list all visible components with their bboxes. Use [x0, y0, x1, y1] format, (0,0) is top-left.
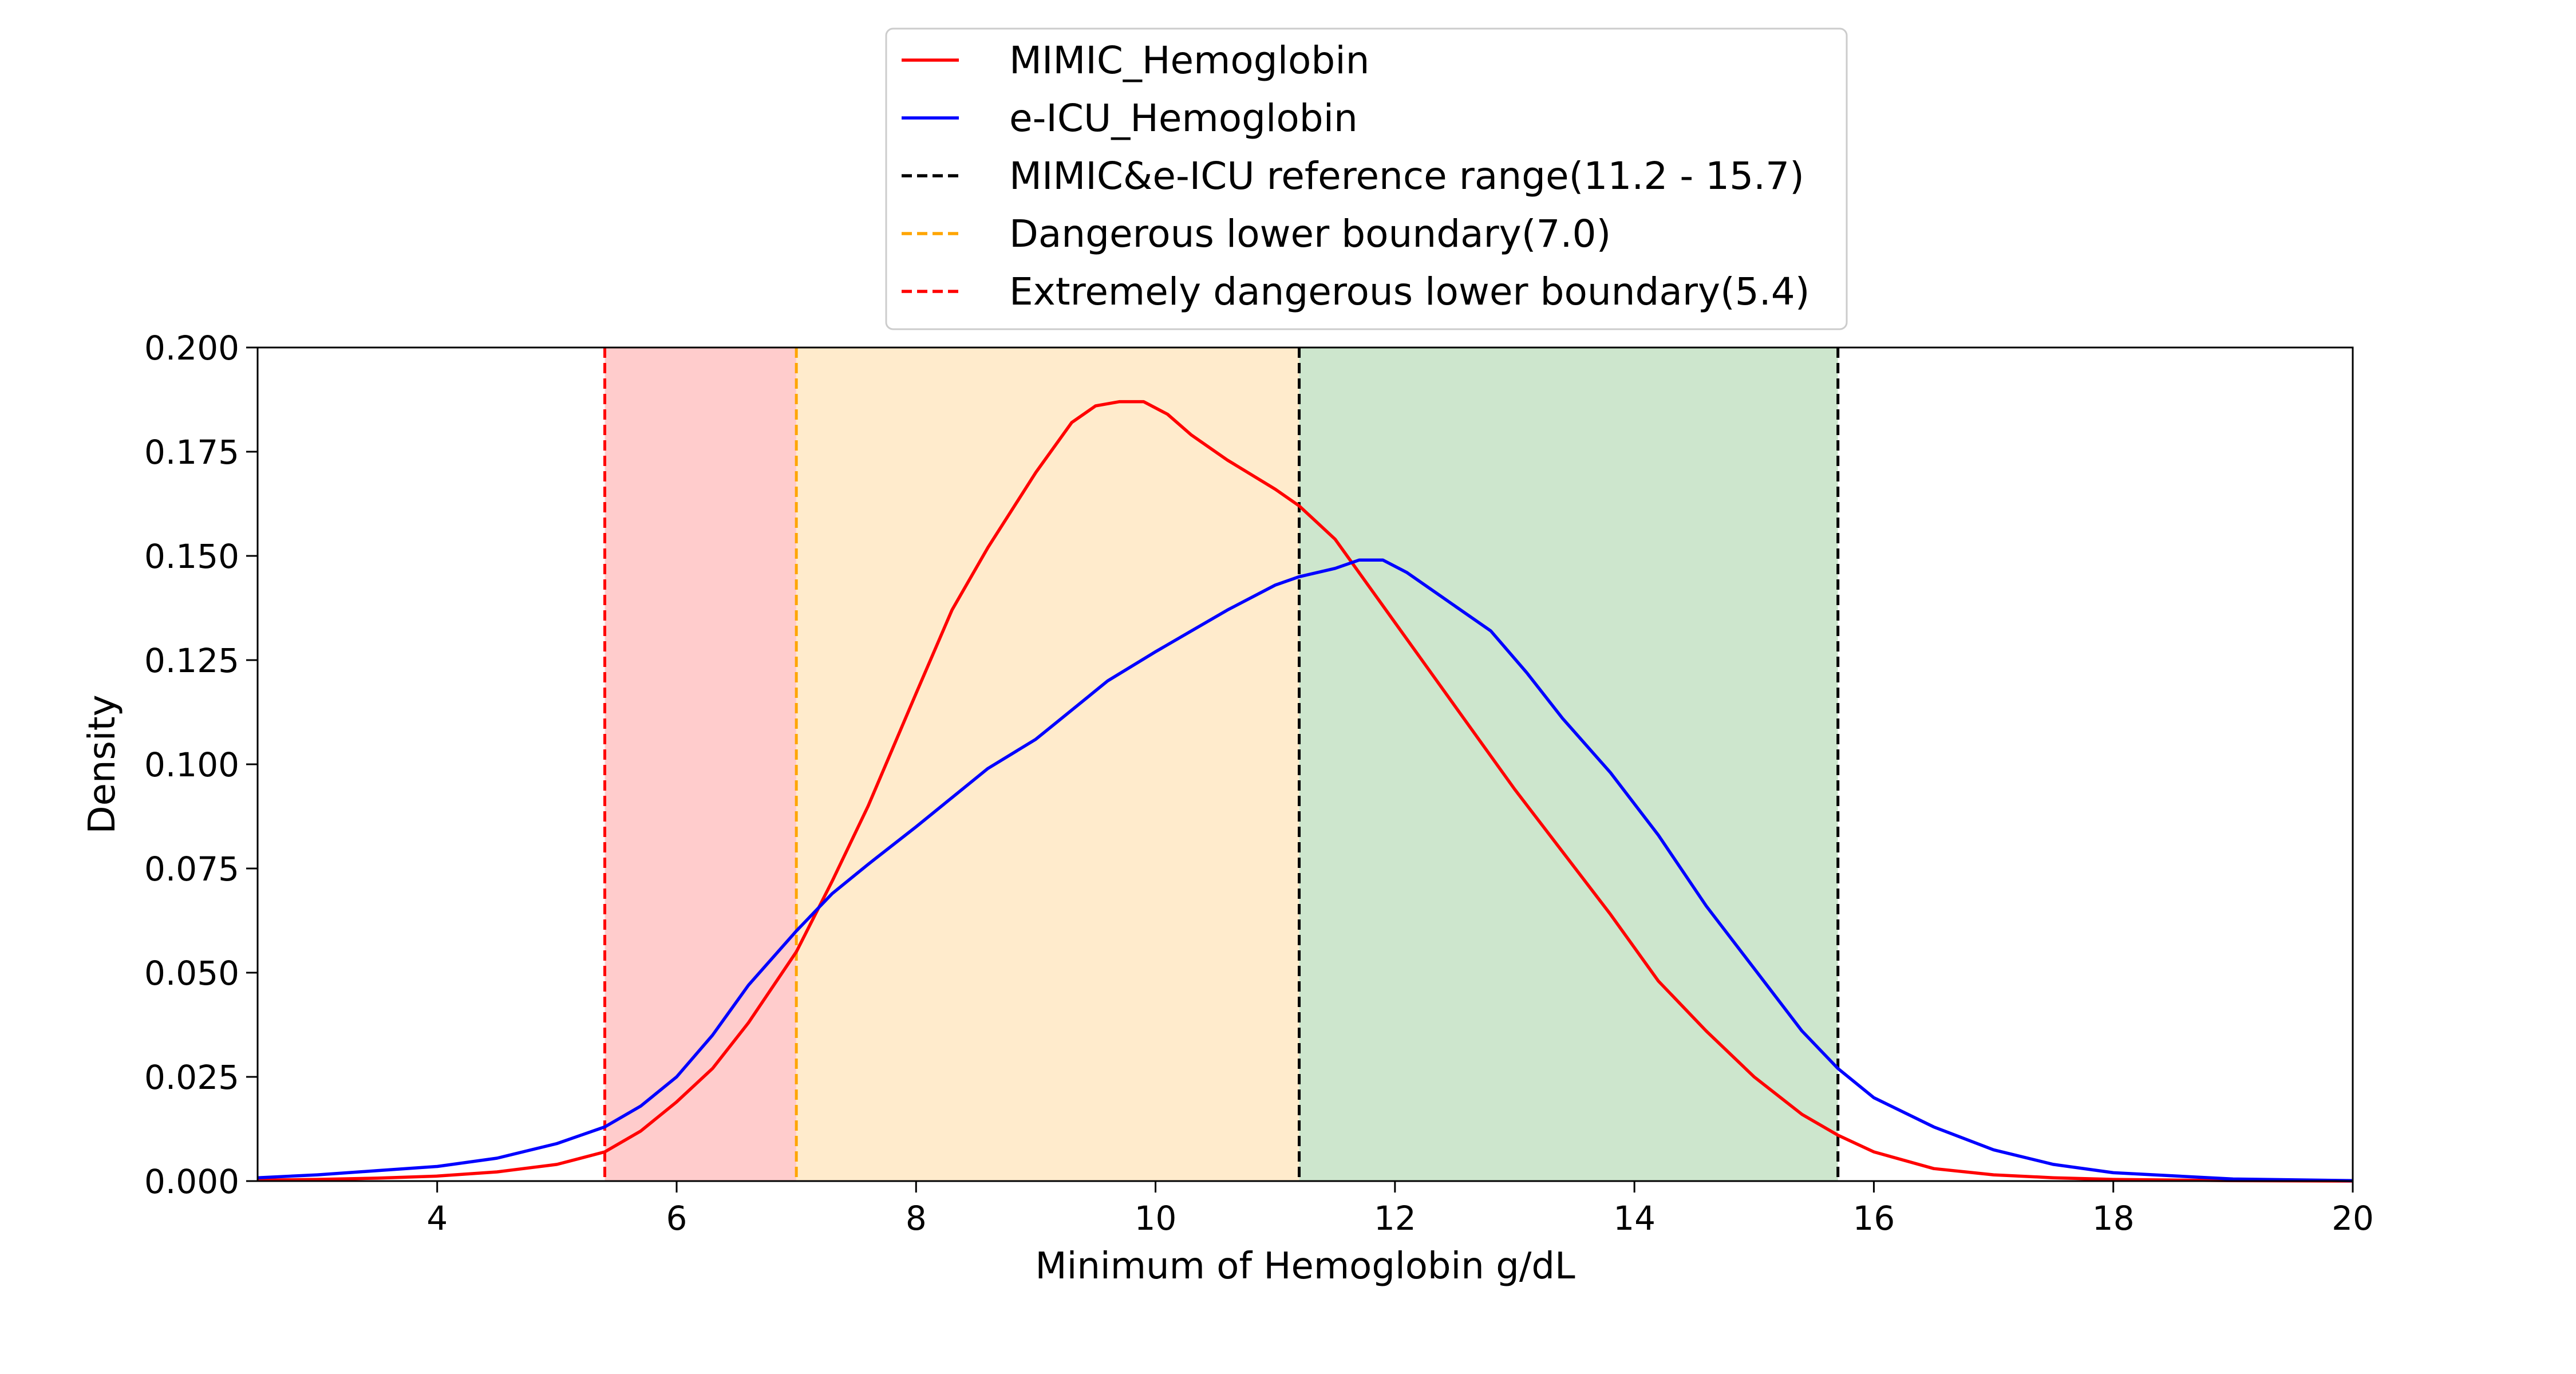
series-line-MIMIC_Hemoglobin [257, 400, 2353, 1183]
x-tick-label: 6 [666, 1199, 688, 1238]
x-tick-label: 20 [2332, 1199, 2374, 1238]
x-tick-label: 10 [1135, 1199, 1177, 1238]
x-tick-label: 14 [1613, 1199, 1656, 1238]
y-tick-label: 0.175 [144, 433, 239, 472]
y-tick-label: 0.050 [144, 954, 239, 993]
series-line-e-ICU_Hemoglobin [257, 558, 2353, 1183]
legend-label-4: Extremely dangerous lower boundary(5.4) [1009, 270, 1809, 314]
x-tick-label: 16 [1853, 1199, 1895, 1238]
legend-box [885, 27, 1848, 330]
x-tick-label: 8 [906, 1199, 927, 1238]
x-tick-label: 4 [426, 1199, 448, 1238]
shaded-regions [605, 348, 1838, 1181]
y-tick-label: 0.150 [144, 537, 239, 576]
legend-label-2: MIMIC&e-ICU reference range(11.2 - 15.7) [1009, 154, 1804, 198]
y-tick-label: 0.075 [144, 850, 239, 889]
y-axis-ticks: 0.000 0.025 0.050 0.075 0.100 0.125 0.150 0.175… [144, 329, 258, 1201]
legend: MIMIC_Hemoglobin e-ICU_Hemoglobin MIMIC&e-… [885, 27, 1848, 330]
density-series [257, 400, 2353, 1183]
y-tick-label: 0.100 [144, 745, 239, 784]
x-axis-label: Minimum of Hemoglobin g/dL [1035, 1245, 1575, 1288]
y-tick-label: 0.125 [144, 641, 239, 680]
shaded-region-2 [1299, 348, 1838, 1181]
shaded-region-0 [605, 348, 797, 1181]
x-tick-label: 12 [1374, 1199, 1416, 1238]
legend-label-3: Dangerous lower boundary(7.0) [1009, 212, 1611, 256]
y-axis-label: Density [81, 694, 124, 834]
y-tick-label: 0.000 [144, 1162, 239, 1201]
x-tick-label: 18 [2092, 1199, 2135, 1238]
legend-label-0: MIMIC_Hemoglobin [1009, 38, 1369, 82]
legend-label-1: e-ICU_Hemoglobin [1009, 96, 1358, 140]
shaded-region-1 [796, 348, 1299, 1181]
y-tick-label: 0.200 [144, 329, 239, 368]
y-tick-label: 0.025 [144, 1058, 239, 1097]
x-axis-ticks: 4 6 8 10 12 14 16 18 20 [426, 1181, 2374, 1238]
